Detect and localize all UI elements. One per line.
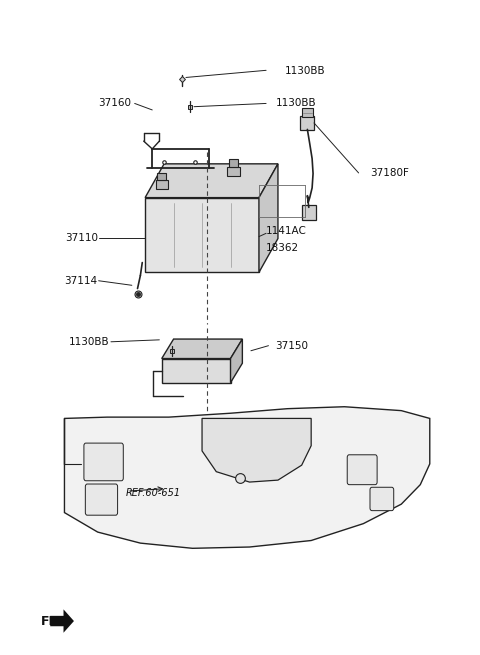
FancyBboxPatch shape bbox=[302, 108, 312, 117]
Text: 1130BB: 1130BB bbox=[285, 66, 326, 76]
Text: 1130BB: 1130BB bbox=[69, 337, 109, 346]
Polygon shape bbox=[162, 339, 242, 358]
FancyBboxPatch shape bbox=[84, 443, 123, 481]
FancyBboxPatch shape bbox=[156, 180, 168, 189]
Text: 37160: 37160 bbox=[98, 98, 131, 109]
Text: 37150: 37150 bbox=[276, 341, 309, 350]
Text: FR.: FR. bbox=[41, 614, 64, 627]
FancyBboxPatch shape bbox=[145, 198, 259, 272]
FancyBboxPatch shape bbox=[347, 455, 377, 485]
Text: 37114: 37114 bbox=[64, 276, 97, 286]
Text: 37110: 37110 bbox=[65, 233, 97, 243]
Polygon shape bbox=[64, 407, 430, 548]
FancyBboxPatch shape bbox=[301, 206, 316, 219]
Polygon shape bbox=[145, 164, 278, 198]
FancyBboxPatch shape bbox=[227, 166, 240, 176]
Text: REF.60-651: REF.60-651 bbox=[126, 488, 181, 498]
FancyBboxPatch shape bbox=[162, 358, 230, 383]
Polygon shape bbox=[230, 339, 242, 383]
FancyBboxPatch shape bbox=[229, 159, 238, 166]
Text: 37180F: 37180F bbox=[371, 168, 409, 178]
Polygon shape bbox=[50, 609, 74, 633]
Polygon shape bbox=[259, 164, 278, 272]
FancyBboxPatch shape bbox=[300, 116, 314, 130]
FancyBboxPatch shape bbox=[85, 484, 118, 515]
Polygon shape bbox=[202, 419, 311, 482]
Text: 18362: 18362 bbox=[266, 243, 299, 253]
Text: 1141AC: 1141AC bbox=[266, 227, 307, 236]
FancyBboxPatch shape bbox=[157, 173, 166, 180]
Text: 1130BB: 1130BB bbox=[276, 98, 316, 109]
FancyBboxPatch shape bbox=[370, 487, 394, 511]
